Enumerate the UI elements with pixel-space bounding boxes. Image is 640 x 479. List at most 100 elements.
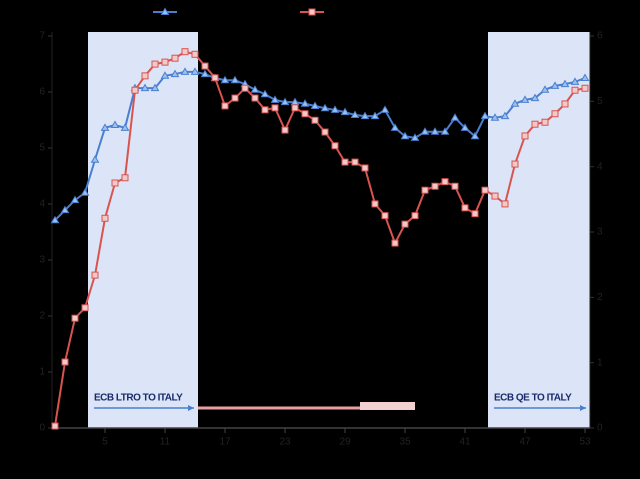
point	[530, 93, 540, 102]
y-tick-label: 2	[39, 311, 45, 322]
point	[250, 85, 260, 93]
point	[541, 118, 549, 126]
y2-tick-label: 4	[597, 161, 603, 172]
point	[360, 111, 370, 120]
point	[150, 83, 160, 92]
point	[440, 127, 450, 135]
legend-marker	[160, 7, 170, 15]
point	[420, 127, 430, 135]
x-tick-label: 47	[519, 437, 531, 448]
y-tick-label: 5	[39, 143, 45, 154]
point	[430, 127, 440, 135]
x-tick-label: 23	[279, 437, 291, 448]
point	[70, 195, 80, 204]
point	[221, 102, 229, 110]
point	[511, 160, 519, 168]
region-arrowhead	[188, 405, 194, 411]
point	[121, 174, 129, 182]
point	[110, 120, 120, 129]
point	[60, 205, 70, 214]
point	[361, 164, 369, 172]
point	[141, 72, 149, 80]
point	[170, 69, 180, 78]
point	[260, 89, 270, 98]
y2-tick-label: 5	[597, 96, 603, 107]
point	[451, 182, 459, 190]
point	[540, 85, 550, 93]
point	[261, 106, 269, 114]
legend-marker	[308, 8, 316, 16]
y-tick-label: 1	[39, 367, 45, 378]
point	[561, 100, 569, 108]
point	[200, 69, 210, 78]
point	[580, 73, 590, 81]
point	[391, 239, 399, 247]
point	[300, 99, 310, 107]
point	[50, 215, 60, 224]
point	[520, 95, 530, 103]
shading	[88, 32, 590, 428]
point	[501, 200, 509, 208]
point	[450, 113, 460, 121]
x-tick-label: 41	[459, 437, 471, 448]
point	[201, 62, 209, 70]
point	[581, 84, 589, 92]
y-tick-label: 4	[39, 199, 45, 210]
point	[230, 75, 240, 84]
x-tick-label: 17	[219, 437, 231, 448]
point	[90, 155, 100, 163]
point	[460, 123, 470, 131]
point	[330, 105, 340, 113]
point	[140, 83, 150, 92]
point	[401, 220, 409, 228]
point	[131, 86, 139, 94]
point	[161, 58, 169, 66]
point	[510, 99, 520, 107]
point	[311, 116, 319, 124]
x-tick-label: 29	[339, 437, 351, 448]
y2-tick-label: 2	[597, 292, 603, 303]
y2-tick-label: 6	[597, 31, 603, 42]
y-tick-label: 6	[39, 87, 45, 98]
shaded-region	[88, 32, 198, 428]
point	[101, 214, 109, 222]
x-tick-label: 5	[102, 437, 108, 448]
shaded-region	[488, 32, 590, 428]
region-arrowhead	[580, 405, 586, 411]
point	[271, 104, 279, 112]
point	[211, 74, 219, 82]
point	[350, 110, 360, 118]
point	[51, 422, 59, 430]
y-tick-label: 7	[39, 31, 45, 42]
point	[291, 104, 299, 112]
point	[341, 158, 349, 166]
point	[181, 48, 189, 56]
point	[180, 67, 190, 75]
point	[461, 204, 469, 212]
point	[431, 182, 439, 190]
point	[220, 75, 230, 84]
x-tick-label: 53	[579, 437, 591, 448]
point	[301, 110, 309, 118]
point	[81, 304, 89, 312]
point	[280, 97, 290, 106]
y-tick-label: 3	[39, 255, 45, 266]
x-tick-label: 11	[160, 437, 171, 448]
point	[370, 111, 380, 120]
point	[381, 212, 389, 220]
point	[120, 123, 130, 131]
point	[551, 110, 559, 118]
point	[80, 188, 90, 196]
period-bar-cap	[360, 402, 415, 410]
point	[441, 178, 449, 186]
point	[400, 131, 410, 140]
point	[470, 131, 480, 140]
point	[160, 71, 170, 79]
point	[491, 192, 499, 200]
point	[191, 50, 199, 58]
point	[151, 60, 159, 68]
point	[371, 200, 379, 208]
point	[351, 158, 359, 166]
point	[231, 94, 239, 102]
